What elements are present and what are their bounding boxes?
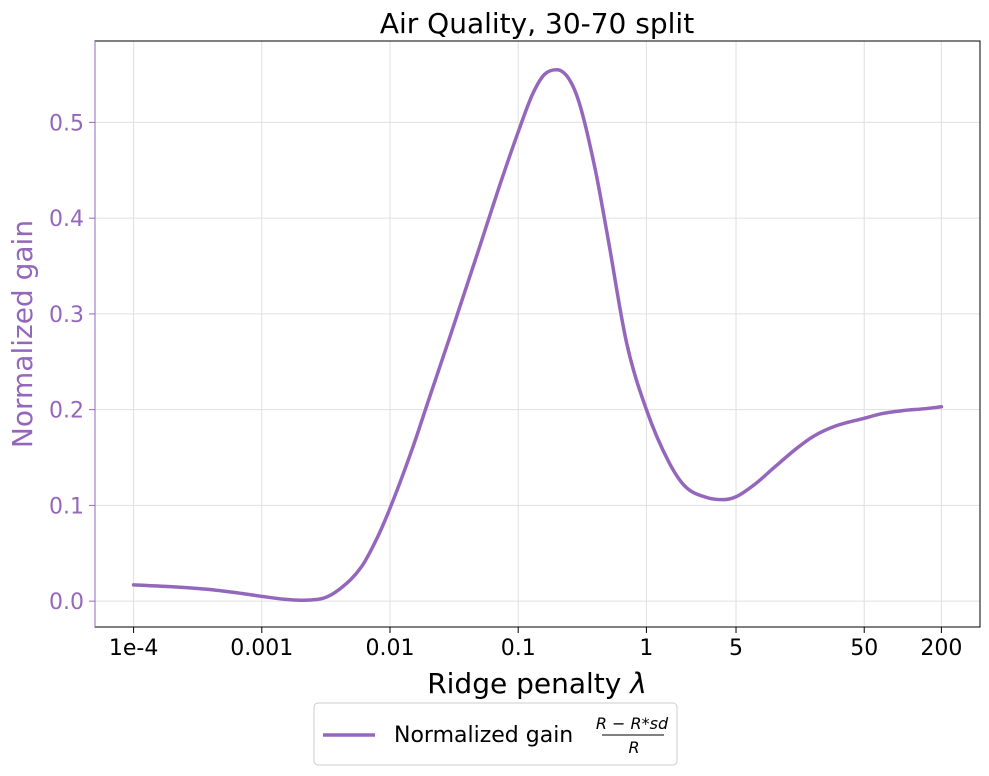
legend: Normalized gain R − R*sd R bbox=[313, 702, 678, 766]
y-tick-label: 0.1 bbox=[49, 494, 84, 519]
x-tick-label: 200 bbox=[920, 636, 962, 661]
y-tick-label: 0.3 bbox=[49, 303, 84, 328]
series-layer bbox=[131, 67, 944, 602]
x-tick-label: 0.01 bbox=[366, 636, 415, 661]
x-axis-label: Ridge penalty λ bbox=[427, 667, 647, 700]
legend-label: Normalized gain bbox=[394, 723, 573, 748]
y-axis-label: Normalized gain bbox=[6, 220, 39, 448]
x-tick-label: 1 bbox=[639, 636, 653, 661]
x-tick-label: 0.001 bbox=[230, 636, 293, 661]
grid bbox=[95, 41, 980, 627]
y-tick-label: 0.4 bbox=[49, 207, 84, 232]
legend-formula-denominator: R bbox=[628, 738, 639, 757]
x-tick-label: 1e-4 bbox=[109, 636, 158, 661]
x-axis-ticks: 1e-4 0.001 0.01 0.1 1 5 50 200 bbox=[109, 627, 962, 661]
legend-box bbox=[313, 702, 678, 766]
chart-title: Air Quality, 30-70 split bbox=[380, 7, 694, 40]
x-tick-label: 50 bbox=[850, 636, 878, 661]
y-axis-ticks: 0.0 0.1 0.2 0.3 0.4 0.5 bbox=[49, 111, 95, 615]
x-axis-label-text: Ridge penalty bbox=[427, 667, 621, 700]
y-tick-label: 0.0 bbox=[49, 590, 84, 615]
x-tick-label: 5 bbox=[729, 636, 743, 661]
y-tick-label: 0.5 bbox=[49, 111, 84, 136]
x-tick-label: 0.1 bbox=[501, 636, 536, 661]
plot-area-frame bbox=[94, 40, 981, 628]
series-line-normalized-gain bbox=[131, 67, 944, 602]
y-tick-label: 0.2 bbox=[49, 399, 84, 424]
legend-formula-numerator: R − R*sd bbox=[596, 714, 669, 733]
x-axis-label-symbol: λ bbox=[628, 667, 647, 700]
